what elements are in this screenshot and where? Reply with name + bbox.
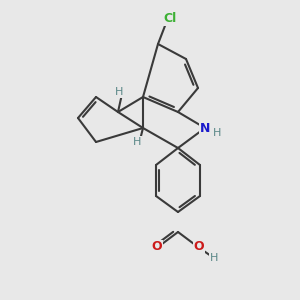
Text: H: H xyxy=(213,128,221,138)
Text: O: O xyxy=(194,241,204,254)
Text: H: H xyxy=(115,87,123,97)
Text: Cl: Cl xyxy=(164,11,177,25)
Text: H: H xyxy=(133,137,141,147)
Text: O: O xyxy=(152,241,162,254)
Text: N: N xyxy=(200,122,210,134)
Text: H: H xyxy=(210,253,218,263)
